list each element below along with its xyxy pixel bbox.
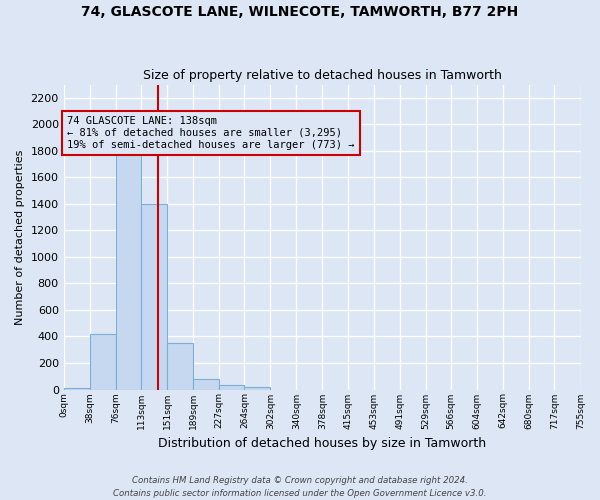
X-axis label: Distribution of detached houses by size in Tamworth: Distribution of detached houses by size …: [158, 437, 486, 450]
Text: Contains HM Land Registry data © Crown copyright and database right 2024.
Contai: Contains HM Land Registry data © Crown c…: [113, 476, 487, 498]
Y-axis label: Number of detached properties: Number of detached properties: [15, 150, 25, 324]
Bar: [167, 343, 193, 390]
Bar: [244, 387, 271, 390]
Bar: [116, 151, 141, 390]
Bar: [219, 385, 244, 390]
Bar: [64, 388, 89, 390]
Text: 74, GLASCOTE LANE, WILNECOTE, TAMWORTH, B77 2PH: 74, GLASCOTE LANE, WILNECOTE, TAMWORTH, …: [82, 5, 518, 19]
Bar: [141, 204, 167, 390]
Text: 74 GLASCOTE LANE: 138sqm
← 81% of detached houses are smaller (3,295)
19% of sem: 74 GLASCOTE LANE: 138sqm ← 81% of detach…: [67, 116, 355, 150]
Title: Size of property relative to detached houses in Tamworth: Size of property relative to detached ho…: [143, 69, 502, 82]
Bar: [89, 334, 116, 390]
Bar: [193, 379, 219, 390]
